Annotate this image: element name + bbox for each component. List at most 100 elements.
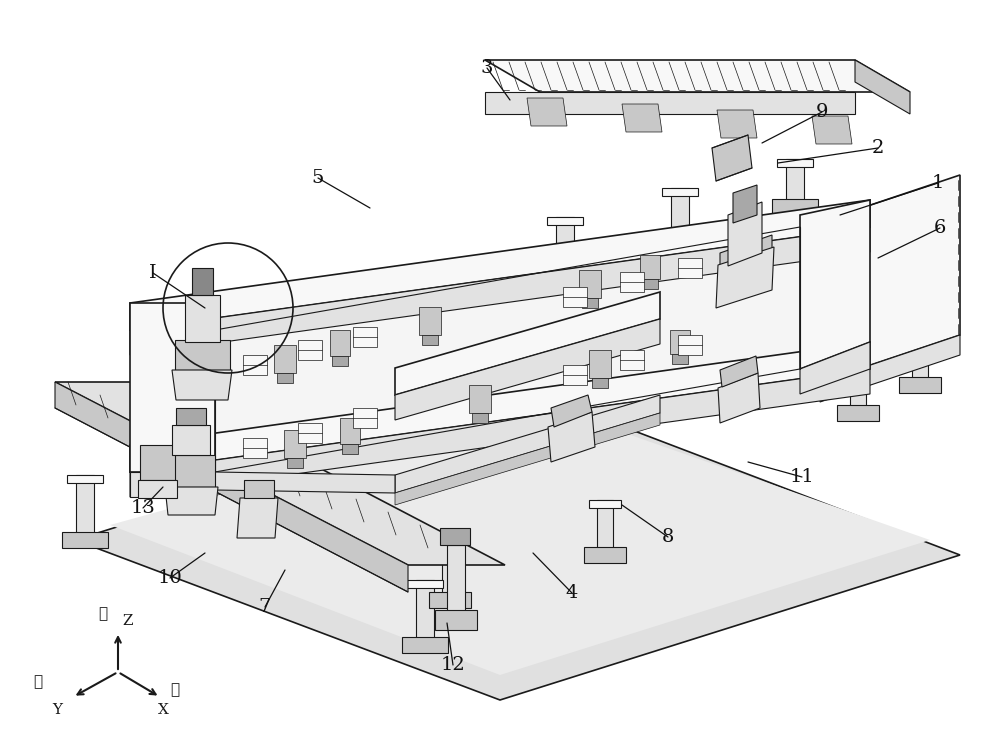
Polygon shape [419,307,441,335]
Polygon shape [670,330,690,354]
Polygon shape [800,200,870,369]
Polygon shape [185,295,220,342]
Polygon shape [330,330,350,356]
Polygon shape [353,327,377,347]
Polygon shape [786,159,804,207]
Polygon shape [138,480,177,498]
Polygon shape [172,425,210,455]
Polygon shape [402,637,448,653]
Polygon shape [76,475,94,540]
Polygon shape [563,287,587,307]
Polygon shape [110,405,930,675]
Polygon shape [547,217,583,225]
Polygon shape [733,185,757,223]
Polygon shape [720,356,758,387]
Polygon shape [712,135,752,181]
Polygon shape [395,319,660,420]
Polygon shape [899,377,941,393]
Polygon shape [620,350,644,370]
Polygon shape [75,395,960,700]
Polygon shape [678,335,702,355]
Polygon shape [284,430,306,458]
Polygon shape [215,472,395,493]
Polygon shape [395,292,660,395]
Polygon shape [469,385,491,413]
Polygon shape [662,188,698,196]
Polygon shape [551,395,592,427]
Polygon shape [912,327,928,385]
Polygon shape [407,580,443,588]
Polygon shape [812,116,852,144]
Polygon shape [728,202,762,266]
Text: 8: 8 [662,528,674,546]
Polygon shape [556,217,574,272]
Polygon shape [298,340,322,360]
Polygon shape [589,500,621,508]
Text: 11: 11 [790,468,814,486]
Polygon shape [592,378,608,388]
Polygon shape [192,268,213,295]
Polygon shape [584,547,626,563]
Polygon shape [434,542,466,550]
Polygon shape [640,255,660,279]
Polygon shape [442,542,458,600]
Polygon shape [582,298,598,308]
Polygon shape [130,200,870,330]
Polygon shape [447,545,465,613]
Polygon shape [165,487,218,515]
Polygon shape [395,413,660,505]
Polygon shape [720,235,772,283]
Polygon shape [243,355,267,375]
Polygon shape [820,175,960,382]
Text: 13: 13 [131,499,155,517]
Polygon shape [642,279,658,289]
Polygon shape [527,98,567,126]
Polygon shape [842,353,874,361]
Polygon shape [67,475,103,483]
Polygon shape [671,188,689,238]
Polygon shape [243,438,267,458]
Text: I: I [149,264,157,282]
Polygon shape [277,373,293,383]
Text: Y: Y [52,703,62,717]
Polygon shape [140,445,175,480]
Text: X: X [158,703,168,717]
Polygon shape [440,528,470,545]
Polygon shape [215,227,800,472]
Text: 9: 9 [816,103,828,121]
Text: 4: 4 [566,584,578,602]
Polygon shape [622,104,662,132]
Polygon shape [485,60,910,92]
Polygon shape [237,498,278,538]
Polygon shape [542,264,588,280]
Text: 前: 前 [170,682,179,697]
Polygon shape [429,592,471,608]
Polygon shape [855,60,910,114]
Polygon shape [597,500,613,555]
Polygon shape [657,230,703,246]
Polygon shape [168,455,215,487]
Polygon shape [130,303,215,472]
Polygon shape [485,92,855,114]
Polygon shape [563,365,587,385]
Polygon shape [332,356,348,366]
Polygon shape [55,382,408,592]
Polygon shape [904,327,936,335]
Text: Z: Z [122,614,132,628]
Text: 6: 6 [934,219,946,237]
Polygon shape [55,382,505,565]
Polygon shape [837,405,879,421]
Polygon shape [422,335,438,345]
Polygon shape [342,444,358,454]
Polygon shape [579,270,601,298]
Polygon shape [340,418,360,444]
Polygon shape [718,373,760,423]
Polygon shape [130,369,870,497]
Polygon shape [678,258,702,278]
Polygon shape [772,199,818,215]
Polygon shape [176,408,206,425]
Polygon shape [416,580,434,645]
Polygon shape [777,159,813,167]
Polygon shape [353,408,377,428]
Polygon shape [589,350,611,378]
